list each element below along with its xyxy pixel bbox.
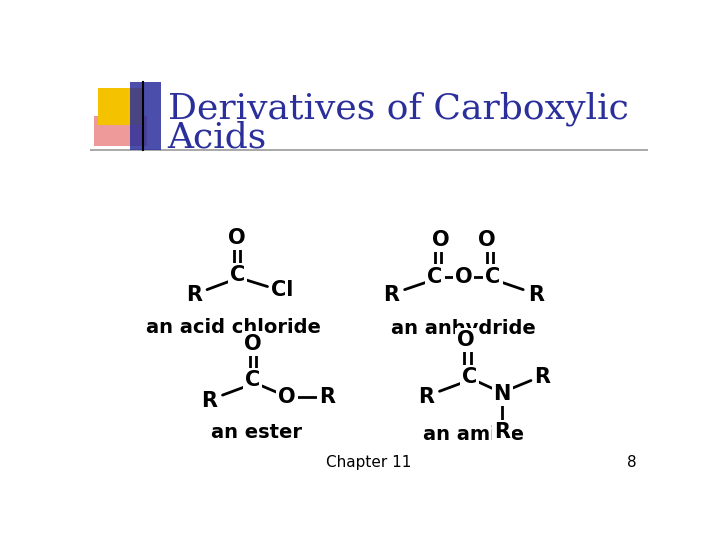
Text: O: O xyxy=(244,334,261,354)
Text: Acids: Acids xyxy=(168,120,266,154)
Text: an amide: an amide xyxy=(423,425,524,444)
Text: an ester: an ester xyxy=(211,423,302,442)
Text: O: O xyxy=(432,230,450,249)
Text: R: R xyxy=(319,387,335,408)
Text: C: C xyxy=(230,265,245,285)
Text: N: N xyxy=(494,383,511,403)
Text: R: R xyxy=(202,390,217,410)
Text: R: R xyxy=(186,285,202,305)
Text: C: C xyxy=(245,370,261,390)
Text: Derivatives of Carboxylic: Derivatives of Carboxylic xyxy=(168,92,629,126)
Text: O: O xyxy=(478,230,495,249)
Text: R: R xyxy=(384,285,400,305)
Text: R: R xyxy=(495,422,510,442)
Text: O: O xyxy=(457,330,474,350)
Text: Chapter 11: Chapter 11 xyxy=(326,455,412,470)
Bar xyxy=(98,88,143,125)
Text: R: R xyxy=(534,367,551,387)
Text: C: C xyxy=(485,267,500,287)
Bar xyxy=(94,117,147,146)
Text: an acid chloride: an acid chloride xyxy=(146,318,321,337)
Text: 8: 8 xyxy=(626,455,636,470)
Text: O: O xyxy=(228,228,246,248)
Text: O: O xyxy=(455,267,472,287)
Text: R: R xyxy=(528,285,544,305)
Text: an anhydride: an anhydride xyxy=(391,320,536,339)
Bar xyxy=(130,82,161,150)
Text: O: O xyxy=(278,387,296,408)
Text: C: C xyxy=(427,267,443,287)
Text: Cl: Cl xyxy=(271,280,293,300)
Text: R: R xyxy=(418,387,434,407)
Text: C: C xyxy=(462,367,477,387)
